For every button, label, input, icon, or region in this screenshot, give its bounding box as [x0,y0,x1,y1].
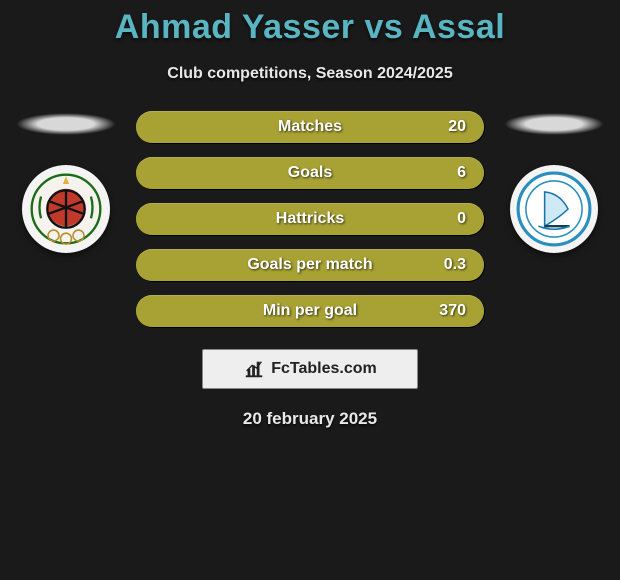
club-crest-left-icon [27,170,105,248]
stat-label: Goals per match [247,256,372,274]
club-crest-right-icon [515,170,593,248]
stat-bar-goals: Goals 6 [136,157,484,189]
player-left-placeholder [16,113,116,135]
brand-text: FcTables.com [271,360,377,378]
brand-box[interactable]: FcTables.com [202,349,418,389]
club-badge-right [510,165,598,253]
stat-bar-hattricks: Hattricks 0 [136,203,484,235]
stat-bar-matches: Matches 20 [136,111,484,143]
stat-value: 0.3 [444,256,466,274]
page-title: Ahmad Yasser vs Assal [0,8,620,47]
comparison-card: Ahmad Yasser vs Assal Club competitions,… [0,0,620,429]
stat-label: Matches [278,118,342,136]
stat-value: 6 [457,164,466,182]
stat-bar-goals-per-match: Goals per match 0.3 [136,249,484,281]
stat-label: Goals [288,164,332,182]
subtitle: Club competitions, Season 2024/2025 [0,65,620,83]
stat-label: Hattricks [276,210,344,228]
club-badge-left [22,165,110,253]
stat-bar-min-per-goal: Min per goal 370 [136,295,484,327]
player-right-placeholder [504,113,604,135]
date-text: 20 february 2025 [0,409,620,429]
player-left-col [6,111,126,253]
stat-value: 370 [439,302,466,320]
stat-label: Min per goal [263,302,357,320]
player-right-col [494,111,614,253]
stats-column: Matches 20 Goals 6 Hattricks 0 Goals per… [126,111,494,327]
bar-chart-icon [243,358,265,380]
stat-value: 20 [448,118,466,136]
content-row: Matches 20 Goals 6 Hattricks 0 Goals per… [0,111,620,327]
stat-value: 0 [457,210,466,228]
